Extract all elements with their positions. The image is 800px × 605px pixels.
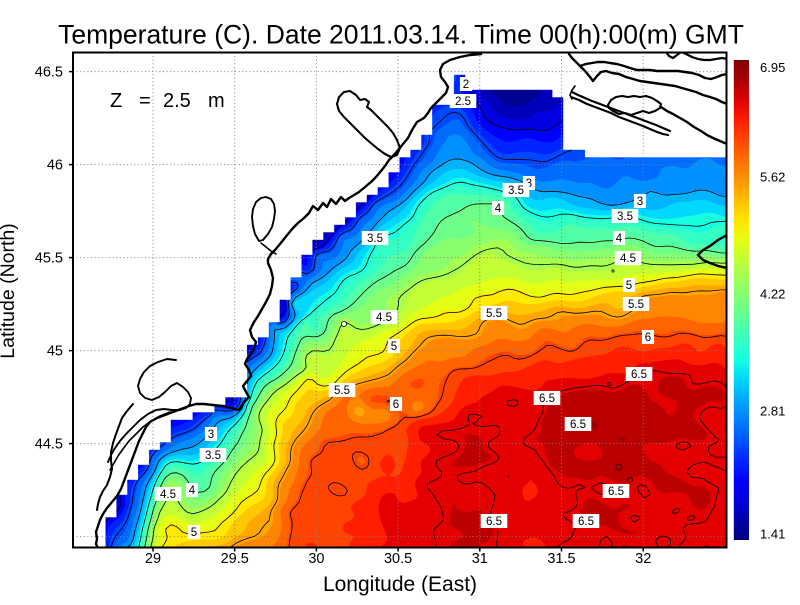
svg-text:2.5: 2.5	[455, 96, 471, 108]
svg-text:32: 32	[635, 551, 651, 567]
svg-text:4: 4	[189, 485, 196, 497]
svg-text:5.5: 5.5	[628, 299, 644, 311]
svg-text:6: 6	[645, 332, 651, 344]
svg-text:6.5: 6.5	[539, 393, 555, 405]
svg-text:5: 5	[391, 341, 397, 353]
svg-text:5.62: 5.62	[760, 170, 785, 185]
svg-text:4.5: 4.5	[620, 253, 636, 265]
svg-text:Longitude (East): Longitude (East)	[323, 573, 477, 596]
svg-text:2.81: 2.81	[760, 404, 785, 419]
svg-text:3.5: 3.5	[617, 211, 633, 223]
svg-text:4.5: 4.5	[376, 312, 392, 324]
svg-text:5.5: 5.5	[334, 385, 350, 397]
svg-text:30: 30	[308, 551, 324, 567]
svg-text:44.5: 44.5	[35, 437, 63, 453]
svg-text:3.5: 3.5	[205, 450, 221, 462]
svg-text:m: m	[208, 90, 225, 112]
svg-text:46: 46	[47, 158, 63, 174]
svg-text:2.5: 2.5	[163, 90, 191, 112]
svg-text:1.41: 1.41	[760, 527, 785, 542]
svg-text:6: 6	[393, 399, 399, 411]
svg-text:4.22: 4.22	[760, 287, 785, 302]
svg-text:29.5: 29.5	[221, 551, 249, 567]
svg-text:Temperature (C). Date 2011.03.: Temperature (C). Date 2011.03.14. Time 0…	[58, 20, 744, 50]
svg-text:45: 45	[47, 344, 63, 360]
svg-text:6.5: 6.5	[631, 369, 647, 381]
svg-text:5.5: 5.5	[486, 308, 502, 320]
svg-text:4: 4	[495, 203, 502, 215]
svg-text:5: 5	[626, 280, 632, 292]
svg-text:Z: Z	[110, 90, 122, 112]
svg-text:2: 2	[463, 79, 469, 91]
svg-text:6.5: 6.5	[486, 516, 502, 528]
svg-text:6.95: 6.95	[760, 60, 785, 75]
svg-text:6.5: 6.5	[608, 486, 624, 498]
svg-text:5: 5	[191, 527, 197, 539]
svg-text:45.5: 45.5	[35, 251, 63, 267]
svg-text:46.5: 46.5	[35, 65, 63, 81]
svg-text:6.5: 6.5	[578, 516, 594, 528]
svg-text:31: 31	[472, 551, 488, 567]
svg-text:3: 3	[637, 196, 643, 208]
svg-text:Latitude (North): Latitude (North)	[0, 223, 19, 358]
svg-text:3: 3	[208, 429, 214, 441]
svg-text:30.5: 30.5	[384, 551, 412, 567]
svg-text:29: 29	[145, 551, 161, 567]
svg-text:31.5: 31.5	[547, 551, 575, 567]
svg-text:3.5: 3.5	[508, 185, 524, 197]
svg-text:4: 4	[616, 233, 623, 245]
svg-text:4.5: 4.5	[160, 489, 176, 501]
svg-text:6.5: 6.5	[570, 419, 586, 431]
svg-text:3.5: 3.5	[367, 233, 383, 245]
svg-text:=: =	[139, 90, 151, 112]
